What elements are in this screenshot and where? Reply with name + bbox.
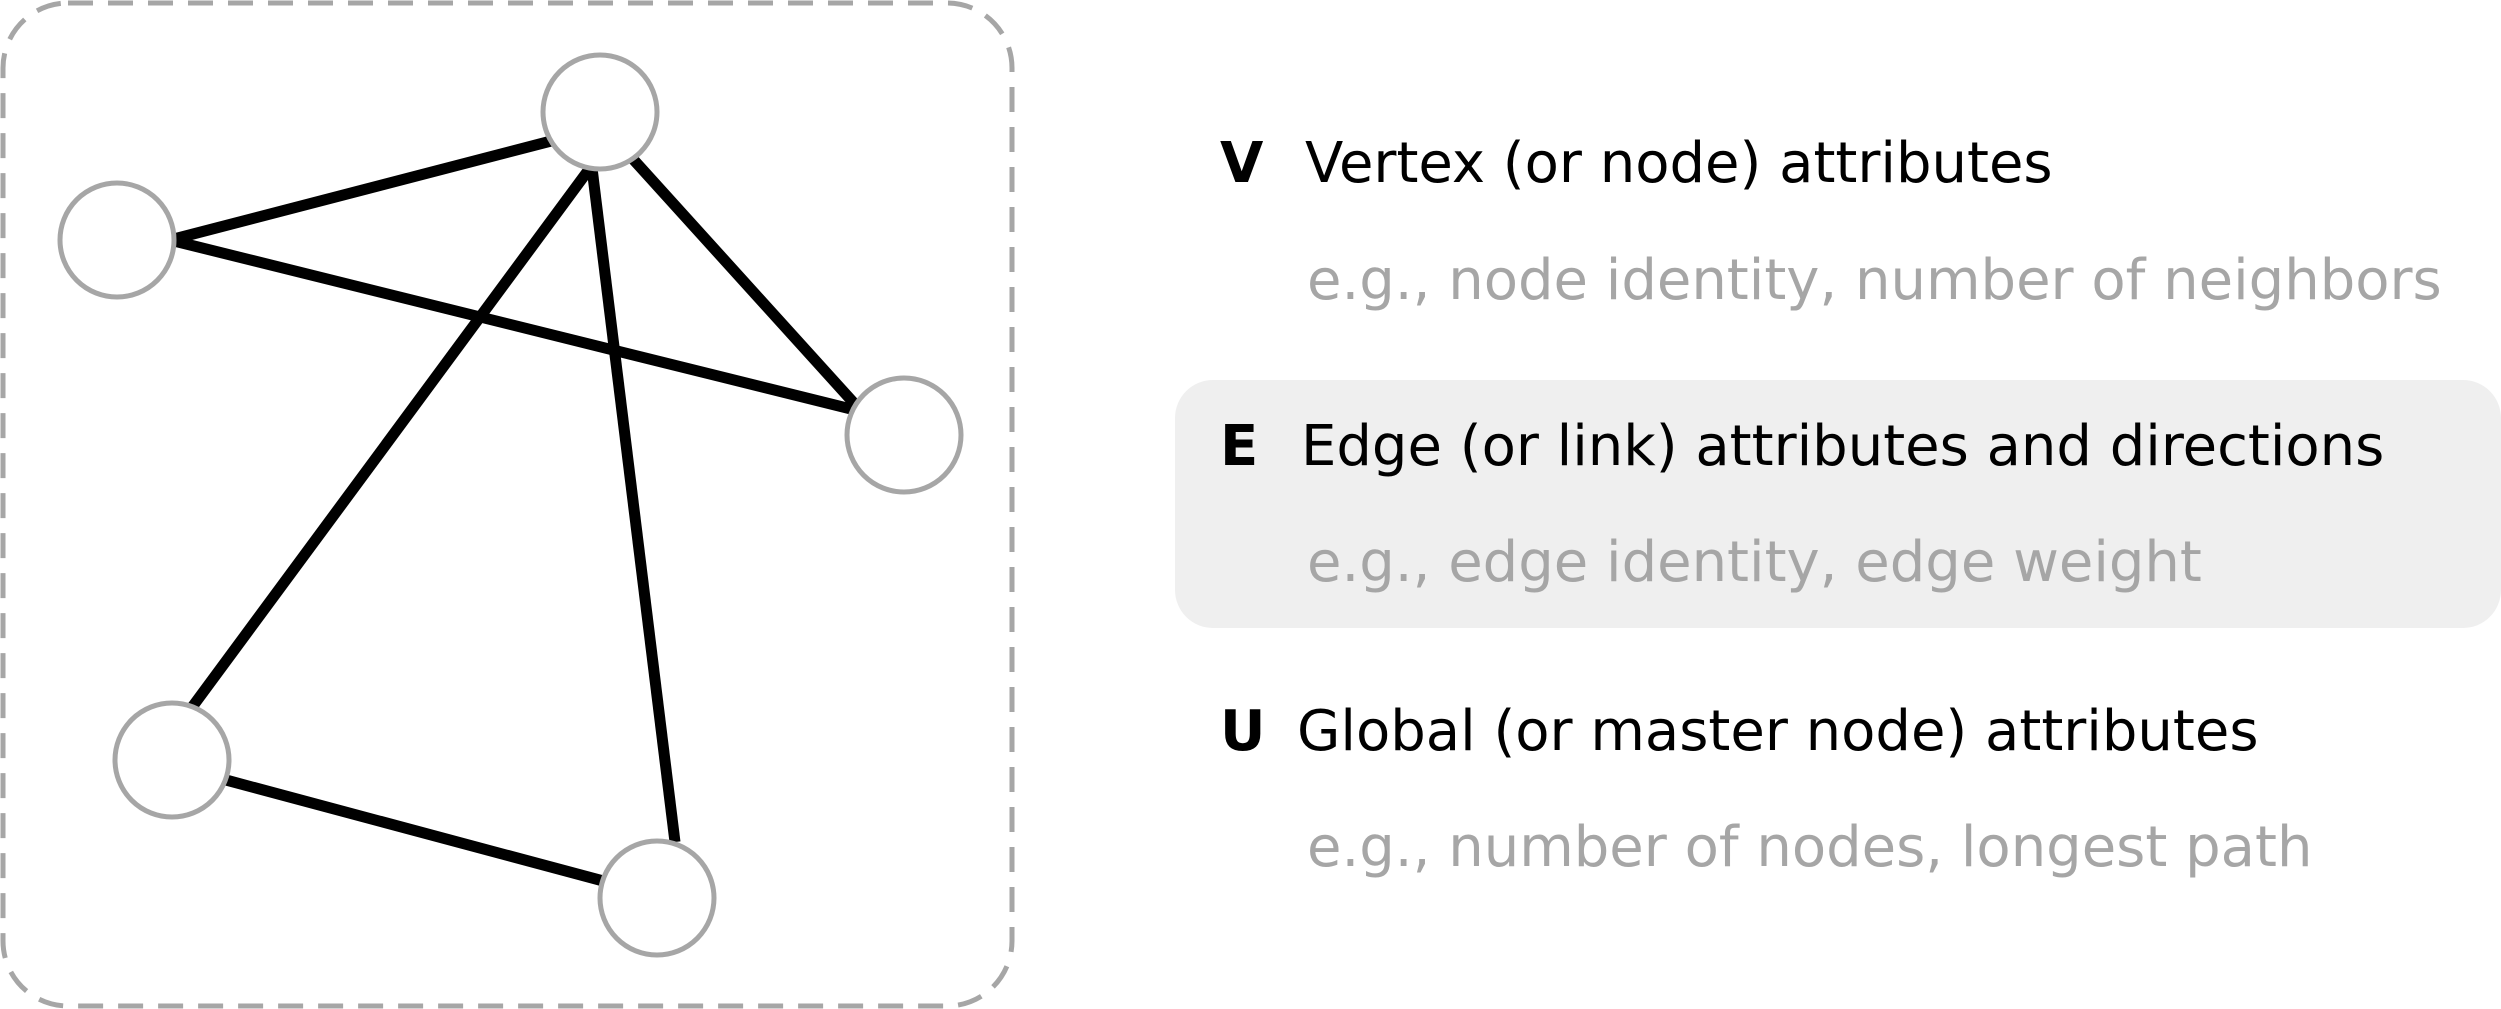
graph-node-n1: [57, 180, 177, 300]
legend-row-edge: E Edge (or link) attributes and directio…: [1175, 380, 2501, 628]
graph-node-n5: [597, 838, 717, 958]
graph-edge-n2-n5: [586, 167, 681, 843]
graph-node-n4: [112, 700, 232, 820]
legend-example-global: e.g., number of nodes, longest path: [1307, 815, 2313, 880]
graph-edge-n2-n3: [627, 154, 867, 416]
graph-edge-n1-n2: [168, 134, 557, 246]
graph-edges: [168, 134, 867, 888]
graph-edge-n1-n4: [168, 234, 857, 416]
legend-title-edge: Edge (or link) attributes and directions: [1301, 414, 2385, 479]
graph-nodes: [57, 52, 964, 958]
graph-diagram: [0, 0, 1015, 1009]
legend-title-vertex: Vertex (or node) attributes: [1305, 131, 2053, 196]
graph-node-n2: [540, 52, 660, 172]
legend-key-v: V: [1220, 131, 1264, 196]
legend-example-vertex: e.g., node identity, number of neighbors: [1307, 248, 2442, 313]
graph-edge-n2-n4: [185, 164, 595, 714]
legend-example-edge: e.g., edge identity, edge weight: [1307, 530, 2202, 595]
graph-edge-n3-n5: [224, 774, 609, 888]
legend-key-e: E: [1220, 414, 1259, 479]
legend-key-u: U: [1220, 699, 1266, 764]
legend-row-vertex: V Vertex (or node) attributes e.g., node…: [1175, 110, 2501, 340]
graph-node-n3: [844, 375, 964, 495]
legend-title-global: Global (or master node) attributes: [1297, 699, 2259, 764]
legend-row-global: U Global (or master node) attributes e.g…: [1175, 680, 2501, 910]
graph-frame: [0, 0, 1015, 1009]
